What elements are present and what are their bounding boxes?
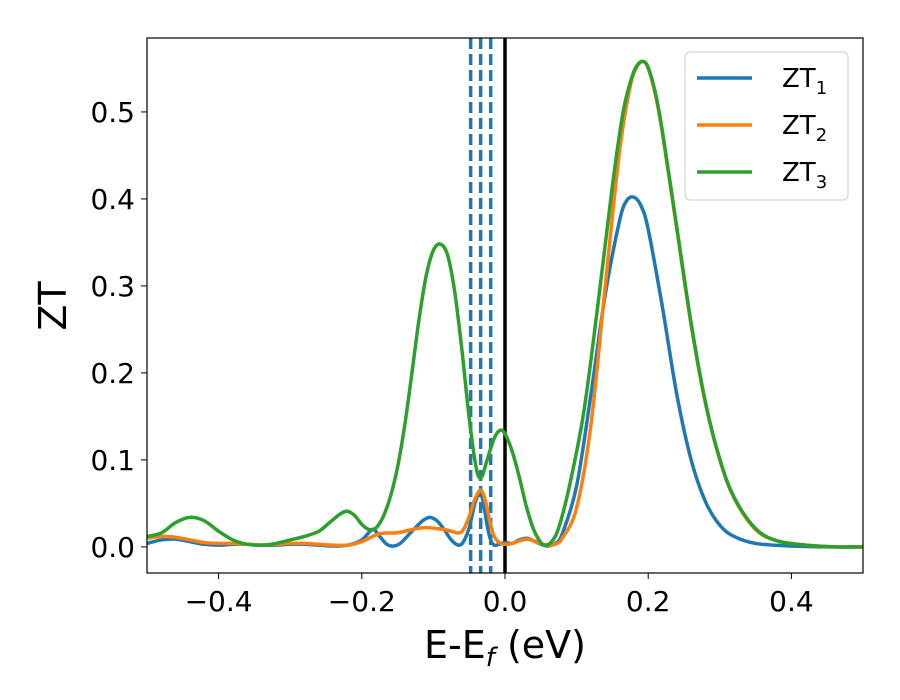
x-tick-label: 0.0 xyxy=(483,585,528,618)
y-tick-label: 0.5 xyxy=(90,96,135,129)
legend-label-1: ZT1 xyxy=(782,64,827,99)
y-tick-label: 0.2 xyxy=(90,357,135,390)
legend-box xyxy=(684,51,849,201)
y-tick-label: 0.4 xyxy=(90,183,135,216)
series-layer xyxy=(147,59,863,549)
x-tick-label: 0.2 xyxy=(626,585,671,618)
y-tick-label: 0.1 xyxy=(90,444,135,477)
y-axis: 0.0 0.1 0.2 0.3 0.4 0.5 xyxy=(90,96,147,564)
y-tick-label: 0.0 xyxy=(90,531,135,564)
y-tick-label: 0.3 xyxy=(90,270,135,303)
x-tick-label: −0.4 xyxy=(185,585,253,618)
y-axis-label: ZT xyxy=(31,281,75,331)
legend-label-2: ZT2 xyxy=(782,111,827,146)
x-tick-label: −0.2 xyxy=(328,585,396,618)
legend-label-3: ZT3 xyxy=(782,158,827,193)
x-axis: −0.4 −0.2 0.0 0.2 0.4 xyxy=(185,573,814,618)
x-axis-label: E-Ef (eV) xyxy=(424,623,586,673)
x-axis-label-unit: (eV) xyxy=(495,623,586,667)
reference-lines xyxy=(468,38,507,573)
legend: ZT1 ZT2 ZT3 xyxy=(684,51,849,201)
x-tick-label: 0.4 xyxy=(769,585,814,618)
series-line-3 xyxy=(147,59,863,549)
